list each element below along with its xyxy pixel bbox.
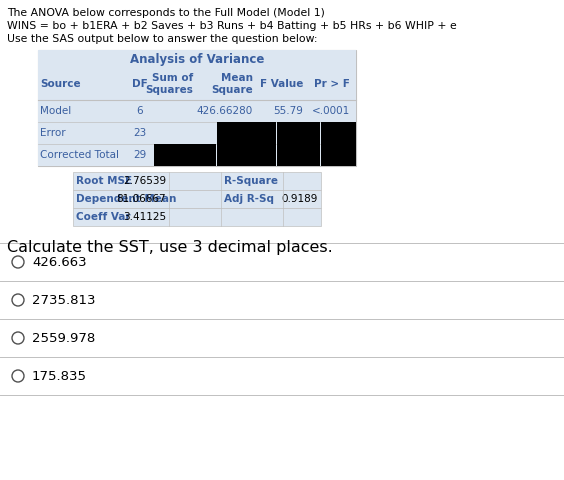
Text: 175.835: 175.835 (32, 370, 87, 383)
Text: Analysis of Variance: Analysis of Variance (130, 52, 264, 65)
Text: Coeff Var: Coeff Var (76, 212, 130, 222)
Text: Sum of
Squares: Sum of Squares (145, 73, 193, 95)
Bar (277, 144, 320, 166)
Text: DF: DF (132, 79, 148, 89)
Text: F Value: F Value (259, 79, 303, 89)
Text: Dependent Mean: Dependent Mean (76, 194, 177, 204)
Text: 426.66280: 426.66280 (197, 106, 253, 116)
Text: Root MSE: Root MSE (76, 176, 132, 186)
Text: R-Square: R-Square (224, 176, 278, 186)
Text: Source: Source (40, 79, 81, 89)
Text: 55.79: 55.79 (273, 106, 303, 116)
Bar (154, 144, 216, 166)
Text: 0.9189: 0.9189 (281, 194, 318, 204)
Text: Calculate the SST, use 3 decimal places.: Calculate the SST, use 3 decimal places. (7, 240, 333, 255)
Text: Adj R-Sq: Adj R-Sq (224, 194, 274, 204)
Text: 426.663: 426.663 (32, 255, 87, 268)
Text: 2.76539: 2.76539 (123, 176, 166, 186)
Text: 23: 23 (133, 128, 147, 138)
Text: Corrected Total: Corrected Total (40, 150, 119, 160)
Text: Pr > F: Pr > F (314, 79, 350, 89)
Text: Mean
Square: Mean Square (212, 73, 253, 95)
Bar (73, 190, 321, 208)
Bar (38, 100, 356, 122)
Bar (217, 144, 276, 166)
Text: WINS = bo + b1ERA + b2 Saves + b3 Runs + b4 Batting + b5 HRs + b6 WHIP + e: WINS = bo + b1ERA + b2 Saves + b3 Runs +… (7, 21, 457, 31)
Text: 2559.978: 2559.978 (32, 332, 95, 345)
Text: <.0001: <.0001 (312, 106, 350, 116)
Text: The ANOVA below corresponds to the Full Model (Model 1): The ANOVA below corresponds to the Full … (7, 8, 325, 18)
Bar (217, 122, 276, 144)
Bar (73, 172, 321, 190)
Bar (321, 144, 356, 166)
Bar (73, 208, 321, 226)
Bar (38, 50, 356, 166)
Bar (321, 122, 356, 144)
Bar (38, 144, 356, 166)
Text: Error: Error (40, 128, 65, 138)
Text: Use the SAS output below to answer the question below:: Use the SAS output below to answer the q… (7, 34, 318, 44)
Text: 3.41125: 3.41125 (123, 212, 166, 222)
Text: 2735.813: 2735.813 (32, 293, 95, 307)
Text: 81.06667: 81.06667 (116, 194, 166, 204)
Bar (277, 122, 320, 144)
Bar (38, 122, 356, 144)
Bar (38, 50, 356, 68)
Text: Model: Model (40, 106, 71, 116)
Bar (38, 68, 356, 100)
Text: 6: 6 (136, 106, 143, 116)
Text: 29: 29 (133, 150, 147, 160)
